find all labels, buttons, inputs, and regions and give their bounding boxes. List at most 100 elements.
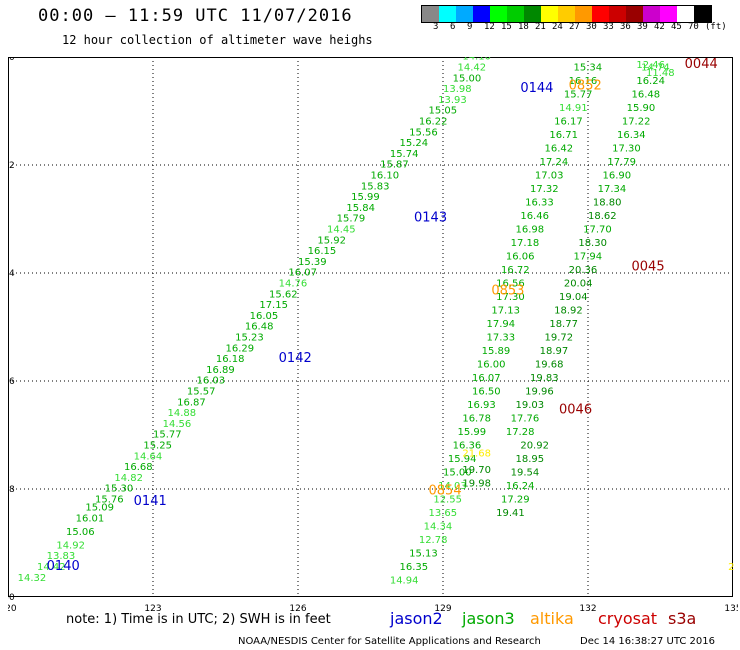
jason3a-value-35: 14.91 [559,103,588,114]
colorbar-tick-8: 27 [569,22,580,32]
jason3b-value-30: 15.90 [627,103,656,114]
cryosat-time-1: 0044 [685,57,718,72]
jason3b-value-27: 17.30 [612,144,641,155]
jason2-value-27: 14.76 [279,279,308,290]
colorbar-tick-0: 3 [433,22,439,32]
colorbar-tick-1: 6 [450,22,456,32]
jason3a-value-19: 17.94 [487,319,516,330]
jason2-value-7: 15.76 [95,495,124,506]
jason3a-value-36: 15.77 [564,90,593,101]
altika-value-6: 2 [728,562,734,573]
jason2-value-40: 15.24 [400,138,429,149]
jason3a-value-37: 16.16 [569,76,598,87]
jason2-time-0: 0140 [47,559,80,574]
jason2-value-37: 16.10 [371,171,400,182]
jason2-value-20: 16.18 [216,354,245,365]
jason3b-value-28: 16.34 [617,130,646,141]
colorbar-swatch-6 [524,6,541,22]
jason2-value-47: 14.42 [458,63,487,74]
colorbar-tick-10: 33 [603,22,614,32]
jason2-value-23: 16.48 [245,322,274,333]
jason3b-value-2: 16.24 [506,481,535,492]
colorbar-tick-2: 9 [467,22,473,32]
jason2-value-9: 14.82 [114,473,143,484]
jason2-value-44: 13.93 [438,95,467,106]
colorbar-tick-11: 36 [620,22,631,32]
jason2-value-18: 16.03 [197,376,226,387]
jason2-value-5: 16.01 [76,513,105,524]
jason2-value-14: 14.56 [163,419,192,430]
jason2-value-35: 15.99 [351,192,380,203]
jason2-value-3: 14.92 [56,540,85,551]
jason3b-value-11: 19.68 [535,360,564,371]
colorbar-swatch-13 [643,6,660,22]
jason2-value-6: 15.09 [85,503,114,514]
colorbar-swatch-7 [541,6,558,22]
jason3a-value-34: 16.17 [554,117,583,128]
colorbar-tick-7: 24 [552,22,563,32]
jason3b-value-10: 19.83 [530,373,559,384]
jason3a-value-14: 16.50 [472,387,501,398]
jason2-value-46: 15.00 [453,73,482,84]
jason2-time-3: 0143 [414,211,447,226]
jason2-value-24: 16.05 [250,311,279,322]
jason3a-value-38: 15.34 [574,63,603,74]
jason3a-value-21: 17.30 [496,292,525,303]
y-tick--40: -40 [8,57,15,63]
colorbar-ticks: 3 6 9 12 15 18 21 24 27 30 33 36 39 42 45 70 (ft) [421,22,731,36]
cryosat-time-2: 0045 [632,259,665,274]
colorbar-tick-6: 21 [535,22,546,32]
swh-colorbar [421,5,712,23]
jason3a-value-10: 16.36 [453,441,482,452]
jason3b-value-12: 18.97 [540,346,569,357]
jason2-value-16: 16.87 [177,397,206,408]
altika-time-1: 0853 [491,284,524,299]
altika-value-5: 11.48 [646,68,675,79]
jason3b-value-24: 17.34 [598,184,627,195]
jason2-value-1: 14.42 [37,562,66,573]
colorbar-swatch-9 [575,6,592,22]
jason2-value-30: 16.15 [308,246,337,257]
colorbar-swatch-4 [490,6,507,22]
x-tick-120: 120 [8,604,17,614]
jason3b-value-13: 19.72 [545,333,574,344]
jason3a-value-8: 15.00 [443,468,472,479]
jason3a-value-16: 16.00 [477,360,506,371]
y-tick--48: -48 [8,485,15,495]
jason3a-value-31: 17.24 [540,157,569,168]
jason3b-value-31: 16.48 [632,90,661,101]
jason3a-value-18: 17.33 [487,333,516,344]
generated-timestamp: Dec 14 16:38:27 UTC 2016 [580,636,715,647]
altika-time-0: 0854 [429,483,462,498]
colorbar-tick-4: 15 [501,22,512,32]
jason3b-value-6: 17.28 [506,427,535,438]
colorbar-tick-3: 12 [484,22,495,32]
colorbar-swatch-1 [439,6,456,22]
jason2-value-25: 17.15 [259,300,288,311]
jason2-value-0: 14.32 [18,573,47,584]
jason3a-value-33: 16.71 [549,130,578,141]
x-tick-126: 126 [289,604,306,614]
jason3a-value-23: 16.72 [501,265,530,276]
legend-jason3: jason3 [462,609,515,628]
jason3a-value-9: 15.94 [448,454,477,465]
colorbar-swatch-14 [660,6,677,22]
jason3a-value-4: 14.34 [424,522,453,533]
jason2-value-2: 13.83 [47,551,76,562]
jason3a-value-5: 13.65 [429,508,458,519]
colorbar-swatch-16 [694,6,711,22]
units-note: note: 1) Time is in UTC; 2) SWH is in fe… [66,612,331,627]
jason2-value-10: 16.68 [124,462,153,473]
altika-value-4: 12.46 [636,60,665,71]
jason3b-value-29: 17.22 [622,117,651,128]
jason2-value-45: 13.98 [443,84,472,95]
jason3b-value-26: 17.79 [607,157,636,168]
legend-altika: altika [530,609,574,628]
colorbar-tick-13: 42 [654,22,665,32]
colorbar-tick-16: (ft) [705,22,727,32]
jason3a-value-28: 16.33 [525,198,554,209]
jason2-value-4: 15.06 [66,527,95,538]
colorbar-swatch-5 [507,6,524,22]
altika-time-2: 0852 [569,78,602,93]
